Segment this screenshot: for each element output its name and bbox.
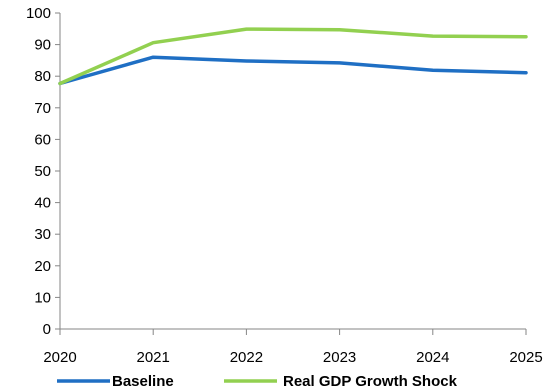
y-tick-label: 20 <box>34 258 51 275</box>
y-tick-label: 0 <box>43 321 51 338</box>
legend-label: Real GDP Growth Shock <box>283 373 458 390</box>
x-tick-label: 2025 <box>509 349 542 366</box>
y-tick-label: 40 <box>34 195 51 212</box>
legend-label: Baseline <box>112 373 174 390</box>
series-line-1 <box>58 27 528 86</box>
y-tick-label: 10 <box>34 289 51 306</box>
x-tick-label: 2020 <box>43 349 76 366</box>
x-tick-label: 2024 <box>416 349 449 366</box>
legend: Baseline Real GDP Growth Shock <box>57 373 458 390</box>
y-axis-ticks: 0 10 20 30 40 50 60 70 80 90 100 <box>26 5 60 338</box>
x-tick-label: 2021 <box>137 349 170 366</box>
x-axis-ticks: 2020 2021 2022 2023 2024 2025 <box>43 329 543 366</box>
x-tick-label: 2023 <box>323 349 356 366</box>
series-line-0 <box>58 55 528 86</box>
y-tick-label: 70 <box>34 100 51 117</box>
y-tick-label: 100 <box>26 5 51 22</box>
series-lines <box>58 27 528 86</box>
y-tick-label: 90 <box>34 37 51 54</box>
y-tick-label: 30 <box>34 226 51 243</box>
x-tick-label: 2022 <box>230 349 263 366</box>
y-tick-label: 80 <box>34 68 51 85</box>
y-tick-label: 50 <box>34 163 51 180</box>
y-tick-label: 60 <box>34 131 51 148</box>
